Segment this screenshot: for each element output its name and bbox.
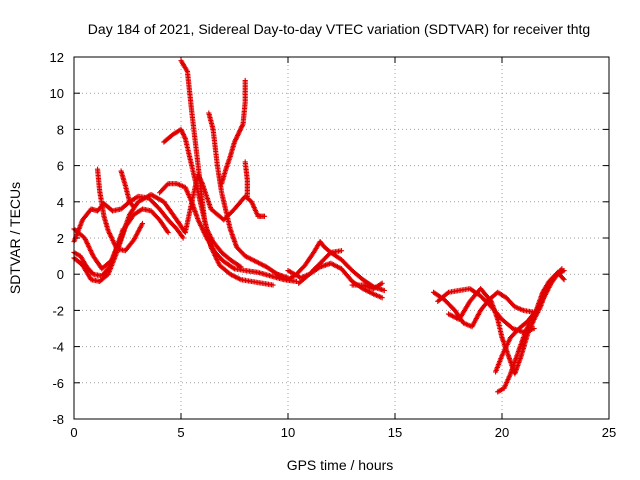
data-point: [139, 220, 146, 227]
plot-frame: [73, 56, 610, 420]
data-point: [219, 181, 225, 187]
series-track-6: [71, 226, 126, 279]
x-tick-label: 20: [495, 425, 509, 440]
y-tick-label: -6: [52, 376, 64, 391]
data-point: [379, 280, 385, 286]
data-points: [71, 58, 567, 395]
y-tick-label: 8: [57, 122, 64, 137]
series-track-11: [219, 77, 248, 187]
y-tick-label: -8: [52, 412, 64, 427]
axis-ticks: 0 5 10 15 20 25 -8 -6 -4 -2 0 2 4 6 8 10 12: [50, 50, 617, 440]
series-track-15: [296, 260, 385, 301]
x-tick-label: 15: [388, 425, 402, 440]
data-point: [379, 295, 385, 301]
data-point: [165, 229, 171, 236]
y-tick-label: 2: [57, 231, 64, 246]
y-tick-label: 0: [57, 267, 64, 282]
data-point: [238, 264, 244, 270]
x-tick-label: 25: [602, 425, 616, 440]
series-track-5: [118, 168, 137, 210]
data-point: [131, 204, 137, 210]
data-point: [270, 282, 276, 288]
x-tick-label: 10: [281, 425, 295, 440]
grid: [74, 57, 609, 419]
data-point: [130, 203, 136, 209]
data-point: [180, 235, 186, 241]
x-tick-label: 0: [70, 425, 77, 440]
series-track-12: [242, 159, 250, 199]
y-tick-label: 12: [50, 50, 64, 65]
y-tick-label: 4: [57, 195, 64, 210]
data-point: [120, 226, 126, 232]
y-tick-label: -4: [52, 340, 64, 355]
x-axis-label: GPS time / hours: [287, 457, 394, 473]
series-track-10: [161, 126, 244, 270]
data-point: [164, 182, 170, 188]
y-tick-label: 6: [57, 159, 64, 174]
data-point: [381, 287, 387, 294]
data-point: [338, 248, 345, 254]
data-point: [560, 275, 566, 282]
data-point: [561, 277, 567, 283]
chart-title: Day 184 of 2021, Sidereal Day-to-day VTE…: [88, 21, 590, 37]
y-tick-label: 10: [50, 86, 64, 101]
data-point: [261, 213, 268, 219]
data-point: [561, 267, 567, 274]
series-track-4: [94, 166, 146, 254]
series-track-21: [495, 269, 567, 395]
x-tick-label: 5: [177, 425, 184, 440]
series-track-16: [349, 280, 385, 292]
y-axis-label: SDTVAR / TECUs: [7, 182, 23, 294]
data-point: [244, 193, 250, 199]
y-tick-label: -2: [52, 303, 64, 318]
